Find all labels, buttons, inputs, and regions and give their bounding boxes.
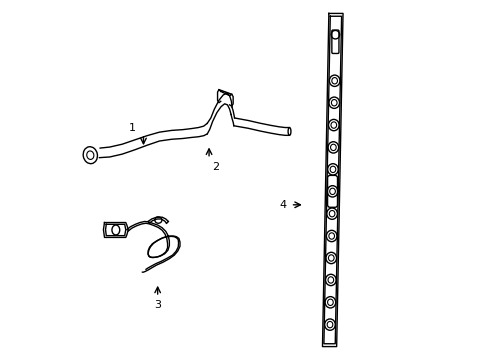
Text: 3: 3 xyxy=(154,300,161,310)
Text: 2: 2 xyxy=(212,162,219,172)
Text: 1: 1 xyxy=(128,123,135,133)
Text: 4: 4 xyxy=(279,200,286,210)
Ellipse shape xyxy=(83,147,97,164)
